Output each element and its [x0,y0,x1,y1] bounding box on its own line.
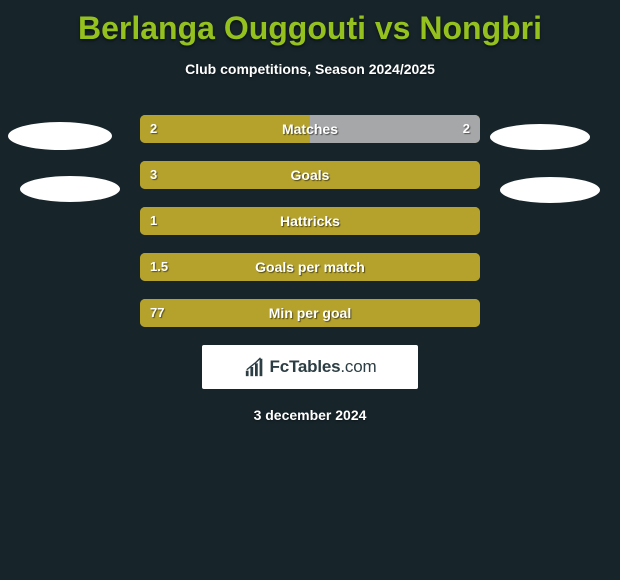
stat-bar-left [140,207,480,235]
stat-row: Min per goal77 [0,299,620,327]
stat-bar-track [140,115,480,143]
stat-bar-track [140,299,480,327]
stat-bar-track [140,253,480,281]
player-ellipse [490,124,590,150]
stat-bar-right [310,115,480,143]
player-ellipse [8,122,112,150]
date-label: 3 december 2024 [0,407,620,423]
stat-bar-track [140,207,480,235]
page-title: Berlanga Ouggouti vs Nongbri [0,0,620,47]
bar-chart-icon [244,356,266,378]
logo-text-suffix: .com [340,357,376,376]
stat-value-right: 2 [463,115,470,143]
stat-value-left: 3 [150,161,157,189]
stat-value-left: 77 [150,299,164,327]
stat-bar-left [140,253,480,281]
stat-bar-left [140,299,480,327]
player-ellipse [500,177,600,203]
stat-bar-left [140,161,480,189]
stat-row: Goals per match1.5 [0,253,620,281]
stat-value-left: 1.5 [150,253,168,281]
stat-bar-left [140,115,310,143]
player-ellipse [20,176,120,202]
site-logo: FcTables.com [202,345,418,389]
stat-bar-track [140,161,480,189]
logo-text: FcTables.com [270,357,377,377]
stat-value-left: 2 [150,115,157,143]
logo-text-main: FcTables [270,357,341,376]
page-subtitle: Club competitions, Season 2024/2025 [0,61,620,77]
stat-value-left: 1 [150,207,157,235]
stat-row: Hattricks1 [0,207,620,235]
